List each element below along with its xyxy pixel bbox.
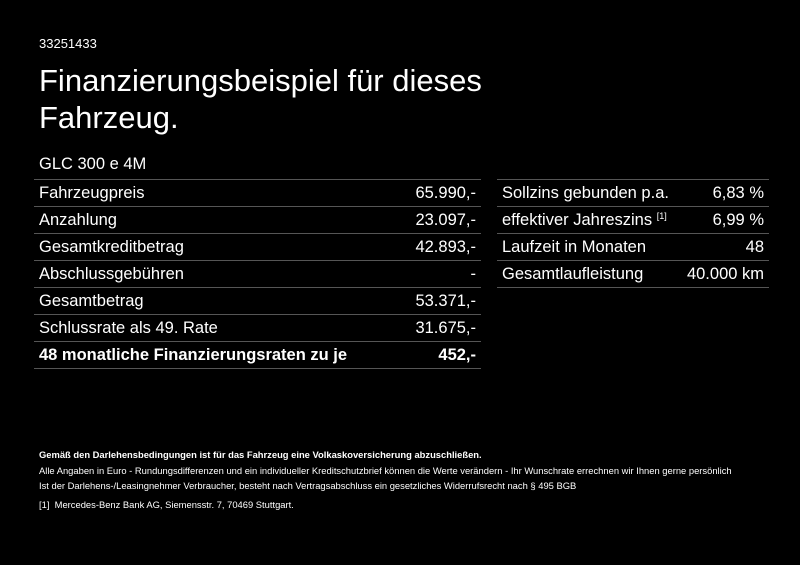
financing-table-left: Fahrzeugpreis 65.990,- Anzahlung 23.097,- … xyxy=(34,179,481,369)
table-row: Gesamtkreditbetrag 42.893,- xyxy=(34,233,481,261)
row-value: 48 xyxy=(679,233,769,261)
row-label: Sollzins gebunden p.a. xyxy=(497,179,680,207)
row-value: 53.371,- xyxy=(399,287,481,315)
row-label: Gesamtkreditbetrag xyxy=(34,233,400,261)
table-row: effektiver Jahreszins [1] 6,99 % xyxy=(497,206,769,234)
row-value: 31.675,- xyxy=(399,314,481,342)
row-label: Gesamtbetrag xyxy=(34,287,400,315)
legal-notes: Gemäß den Darlehensbedingungen ist für d… xyxy=(39,447,732,512)
row-value: 42.893,- xyxy=(399,233,481,261)
page-title: Finanzierungsbeispiel für dieses Fahrzeu… xyxy=(39,63,482,135)
row-label: Schlussrate als 49. Rate xyxy=(34,314,400,342)
note-line: Ist der Darlehens-/Leasingnehmer Verbrau… xyxy=(39,480,577,491)
row-label: 48 monatliche Finanzierungsraten zu je xyxy=(34,341,400,369)
row-label: Laufzeit in Monaten xyxy=(497,233,680,261)
row-value: 6,99 % xyxy=(679,206,769,234)
insurance-note: Gemäß den Darlehensbedingungen ist für d… xyxy=(39,449,482,460)
row-value: 65.990,- xyxy=(399,179,481,207)
row-value: 452,- xyxy=(399,341,481,369)
footnote-ref: [1] xyxy=(656,210,667,221)
table-row: Sollzins gebunden p.a. 6,83 % xyxy=(497,179,769,207)
model-name: GLC 300 e 4M xyxy=(39,155,147,173)
table-row: Gesamtlaufleistung 40.000 km xyxy=(497,260,769,288)
financing-table-right: Sollzins gebunden p.a. 6,83 % effektiver … xyxy=(497,179,769,288)
footnote: [1] Mercedes-Benz Bank AG, Siemensstr. 7… xyxy=(39,497,732,513)
row-label: effektiver Jahreszins xyxy=(502,210,653,229)
row-value: 6,83 % xyxy=(679,179,769,207)
row-value: 23.097,- xyxy=(399,206,481,234)
footnote-text: Mercedes-Benz Bank AG, Siemensstr. 7, 70… xyxy=(54,498,294,510)
table-row: Schlussrate als 49. Rate 31.675,- xyxy=(34,314,481,342)
row-label-cell: effektiver Jahreszins [1] xyxy=(497,206,680,234)
monthly-rate-row: 48 monatliche Finanzierungsraten zu je 45… xyxy=(34,341,481,369)
row-label: Fahrzeugpreis xyxy=(34,179,400,207)
table-row: Gesamtbetrag 53.371,- xyxy=(34,287,481,315)
row-value: - xyxy=(399,260,481,288)
row-label: Anzahlung xyxy=(34,206,400,234)
table-row: Anzahlung 23.097,- xyxy=(34,206,481,234)
table-row: Fahrzeugpreis 65.990,- xyxy=(34,179,481,207)
table-row: Laufzeit in Monaten 48 xyxy=(497,233,769,261)
table-row: Abschlussgebühren - xyxy=(34,260,481,288)
row-label: Gesamtlaufleistung xyxy=(497,260,680,288)
note-line: Alle Angaben in Euro - Rundungsdifferenz… xyxy=(39,464,732,476)
row-value: 40.000 km xyxy=(679,260,769,288)
offer-id: 33251433 xyxy=(39,36,97,51)
footnote-mark: [1] xyxy=(39,498,50,510)
row-label: Abschlussgebühren xyxy=(34,260,400,288)
